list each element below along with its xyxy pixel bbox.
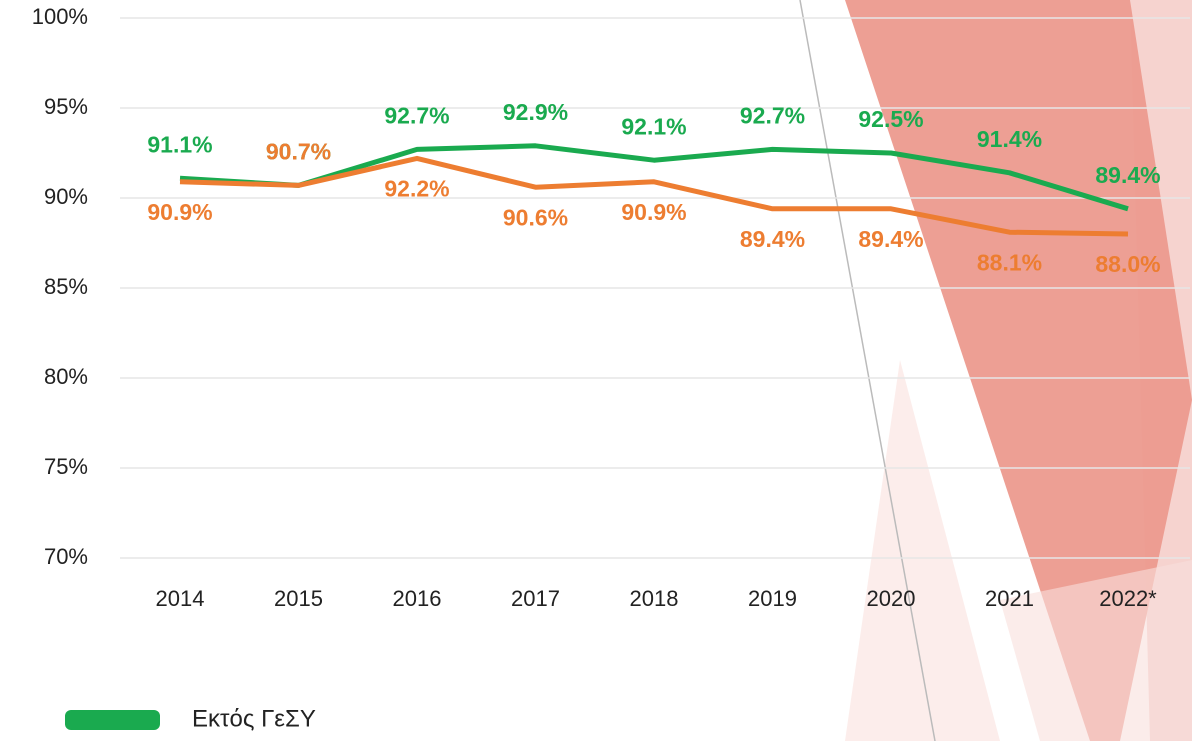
data-label: 89.4% — [1095, 162, 1160, 188]
y-tick-label: 100% — [32, 4, 88, 29]
legend-label: Εκτός ΓεΣΥ — [192, 705, 316, 732]
data-label: 91.1% — [147, 131, 212, 157]
data-label: 89.4% — [858, 226, 923, 252]
data-label: 89.4% — [740, 226, 805, 252]
y-tick-label: 95% — [44, 94, 88, 119]
x-tick-label: 2017 — [511, 586, 560, 611]
y-tick-label: 85% — [44, 274, 88, 299]
legend-swatch — [65, 710, 160, 730]
y-tick-label: 90% — [44, 184, 88, 209]
y-tick-label: 80% — [44, 364, 88, 389]
x-tick-label: 2021 — [985, 586, 1034, 611]
data-label: 92.7% — [740, 102, 805, 128]
data-label: 90.6% — [503, 204, 568, 230]
data-label: 90.7% — [266, 138, 331, 164]
y-tick-label: 70% — [44, 544, 88, 569]
x-tick-label: 2015 — [274, 586, 323, 611]
data-label: 90.9% — [621, 199, 686, 225]
y-tick-label: 75% — [44, 454, 88, 479]
data-label: 88.0% — [1095, 251, 1160, 277]
x-tick-label: 2016 — [393, 586, 442, 611]
x-tick-label: 2019 — [748, 586, 797, 611]
data-label: 88.1% — [977, 249, 1042, 275]
x-tick-label: 2022* — [1099, 586, 1157, 611]
x-tick-label: 2018 — [630, 586, 679, 611]
chart: 70% 75% 80% 85% 90% 95% 100% 2014 2015 2016 2017 20… — [0, 0, 1192, 741]
data-label: 90.9% — [147, 199, 212, 225]
x-tick-label: 2014 — [156, 586, 205, 611]
data-label: 92.5% — [858, 106, 923, 132]
x-tick-label: 2020 — [867, 586, 916, 611]
data-label: 92.9% — [503, 99, 568, 125]
data-label: 92.2% — [384, 175, 449, 201]
data-label: 92.7% — [384, 102, 449, 128]
data-label: 92.1% — [621, 113, 686, 139]
data-label: 91.4% — [977, 126, 1042, 152]
